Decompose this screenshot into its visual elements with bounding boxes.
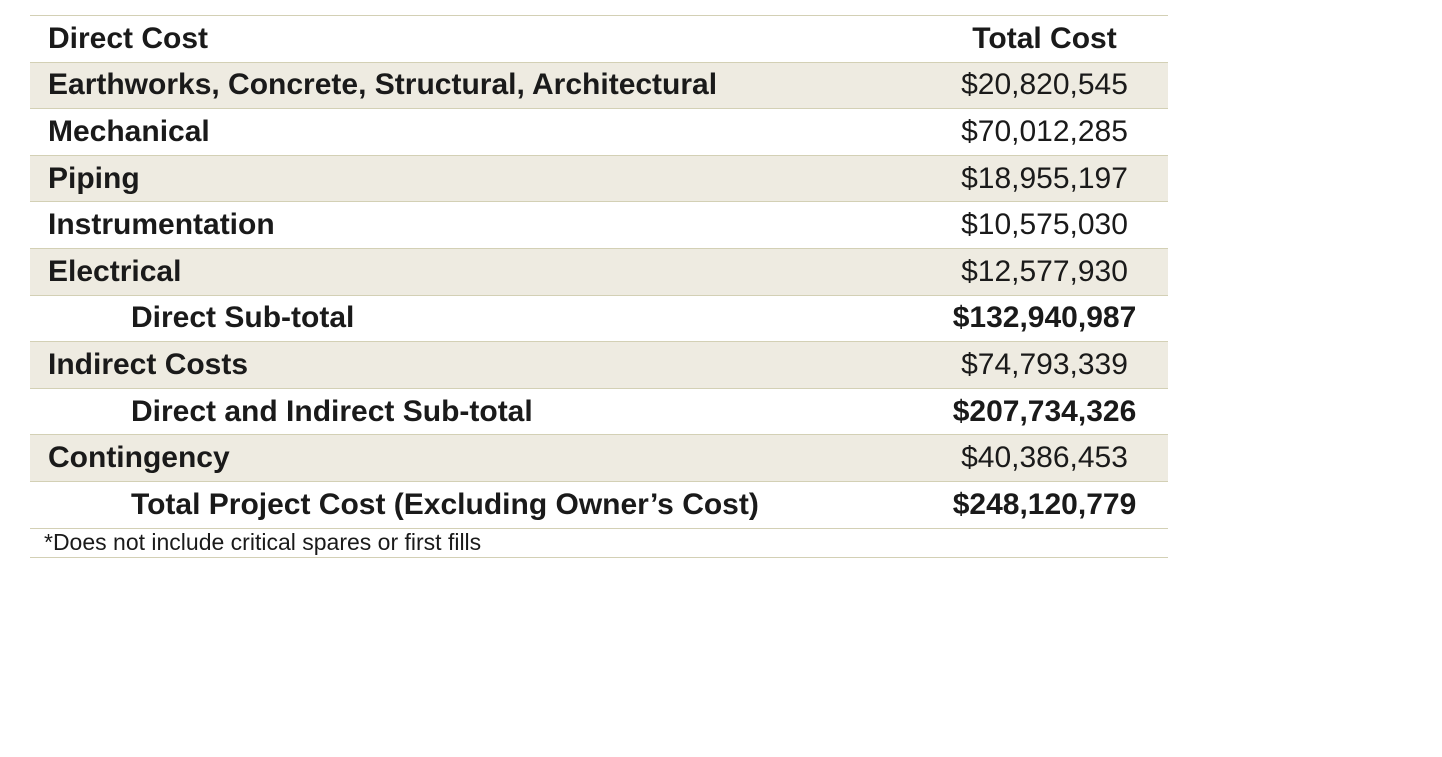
footnote-row: *Does not include critical spares or fir…	[30, 528, 1168, 558]
row-label: Earthworks, Concrete, Structural, Archit…	[30, 62, 931, 110]
subtotal-row: Direct and Indirect Sub-total $207,734,3…	[30, 388, 1168, 436]
table-row: Contingency $40,386,453	[30, 434, 1168, 482]
total-project-cost-value: $248,120,779	[931, 481, 1168, 529]
row-label: Piping	[30, 155, 931, 203]
header-total-cost: Total Cost	[931, 15, 1168, 63]
total-project-cost-label: Total Project Cost (Excluding Owner’s Co…	[30, 481, 931, 529]
direct-subtotal-label: Direct Sub-total	[30, 295, 931, 343]
row-value: $70,012,285	[931, 108, 1168, 156]
row-value: $40,386,453	[931, 434, 1168, 482]
table-row: Earthworks, Concrete, Structural, Archit…	[30, 62, 1168, 110]
table-header-row: Direct Cost Total Cost	[30, 15, 1168, 63]
table-row: Piping $18,955,197	[30, 155, 1168, 203]
row-value: $12,577,930	[931, 248, 1168, 296]
header-direct-cost: Direct Cost	[30, 15, 931, 63]
row-value: $10,575,030	[931, 201, 1168, 249]
row-label: Indirect Costs	[30, 341, 931, 389]
row-value: $18,955,197	[931, 155, 1168, 203]
table-row: Mechanical $70,012,285	[30, 108, 1168, 156]
row-label: Electrical	[30, 248, 931, 296]
table-row: Electrical $12,577,930	[30, 248, 1168, 296]
row-label: Contingency	[30, 434, 931, 482]
row-label: Instrumentation	[30, 201, 931, 249]
row-label: Mechanical	[30, 108, 931, 156]
direct-indirect-subtotal-label: Direct and Indirect Sub-total	[30, 388, 931, 436]
row-value: $20,820,545	[931, 62, 1168, 110]
project-cost-table: Direct Cost Total Cost Earthworks, Concr…	[30, 15, 1168, 558]
total-row: Total Project Cost (Excluding Owner’s Co…	[30, 481, 1168, 529]
row-value: $74,793,339	[931, 341, 1168, 389]
direct-subtotal-value: $132,940,987	[931, 295, 1168, 343]
direct-indirect-subtotal-value: $207,734,326	[931, 388, 1168, 436]
table-row: Instrumentation $10,575,030	[30, 201, 1168, 249]
table-row: Indirect Costs $74,793,339	[30, 341, 1168, 389]
footnote: *Does not include critical spares or fir…	[30, 528, 1168, 558]
subtotal-row: Direct Sub-total $132,940,987	[30, 295, 1168, 343]
